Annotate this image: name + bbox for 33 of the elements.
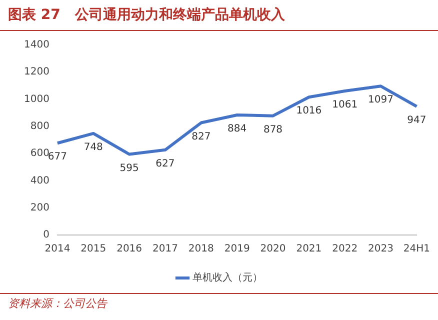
x-tick-label: 2019 bbox=[224, 244, 250, 255]
y-tick-label: 600 bbox=[30, 148, 50, 160]
x-tick-label: 2015 bbox=[80, 244, 106, 255]
y-tick-label: 200 bbox=[30, 202, 50, 214]
data-label: 947 bbox=[407, 115, 426, 126]
y-tick-label: 1400 bbox=[24, 40, 50, 51]
y-tick-label: 800 bbox=[30, 121, 50, 132]
x-tick-label: 2021 bbox=[296, 244, 322, 255]
x-tick-label: 2017 bbox=[152, 244, 178, 255]
y-tick-label: 0 bbox=[43, 230, 50, 241]
data-label: 1097 bbox=[368, 94, 394, 106]
data-label: 884 bbox=[228, 124, 247, 135]
x-tick-label: 2022 bbox=[332, 244, 358, 255]
data-label: 595 bbox=[120, 162, 139, 174]
data-label: 827 bbox=[192, 131, 211, 142]
data-label: 1016 bbox=[296, 106, 322, 117]
data-label: 627 bbox=[156, 158, 175, 170]
data-label: 748 bbox=[84, 142, 103, 154]
x-tick-label: 2020 bbox=[260, 244, 286, 255]
legend-label: 单机收入（元） bbox=[192, 272, 262, 284]
data-label: 878 bbox=[263, 124, 283, 136]
data-label: 677 bbox=[48, 152, 67, 163]
x-tick-label: 24H1 bbox=[403, 244, 430, 255]
y-tick-label: 400 bbox=[30, 175, 50, 186]
text: 资料来源：公司公告 bbox=[0, 293, 438, 314]
y-tick-label: 1200 bbox=[24, 66, 50, 78]
x-tick-label: 2014 bbox=[44, 244, 70, 255]
y-tick-label: 1000 bbox=[24, 94, 50, 105]
data-label: 1061 bbox=[332, 100, 358, 111]
x-tick-label: 2018 bbox=[188, 244, 214, 255]
x-tick-label: 2016 bbox=[116, 244, 142, 255]
chart-title: 图表 27 公司通用动力和终端产品单机收入 bbox=[0, 0, 438, 31]
x-tick-label: 2023 bbox=[368, 244, 394, 255]
